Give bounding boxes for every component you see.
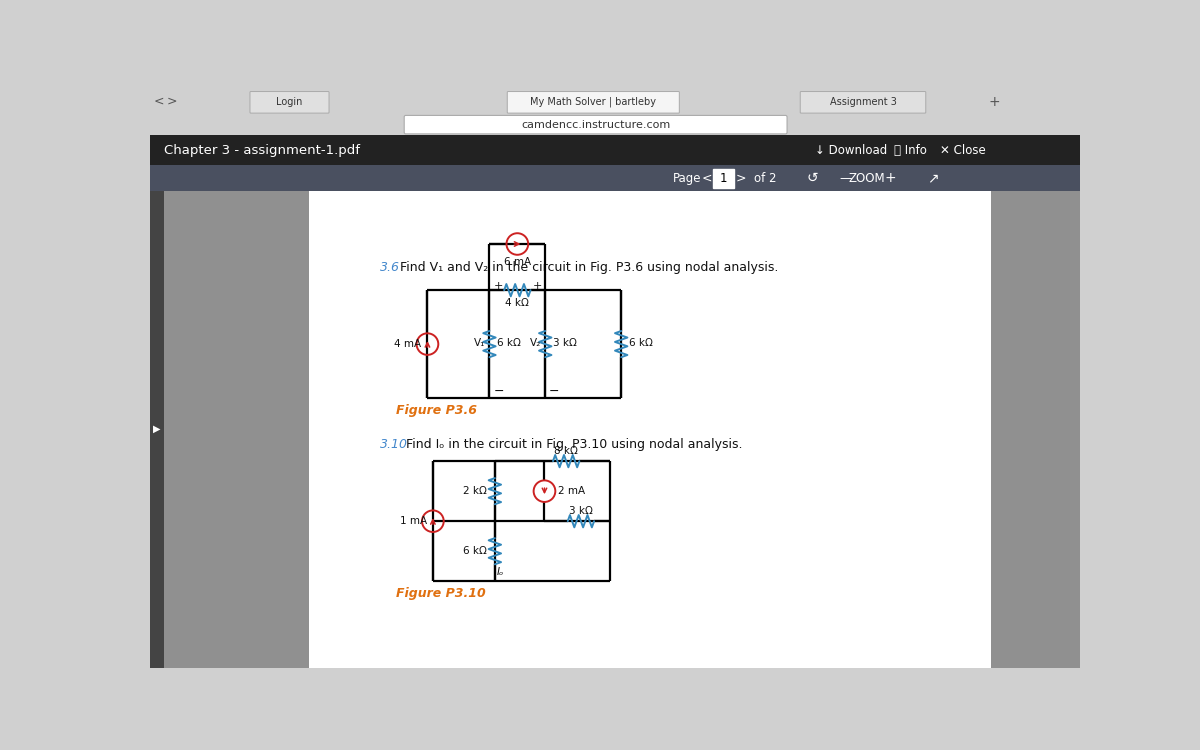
- FancyBboxPatch shape: [508, 92, 679, 113]
- Bar: [150, 190, 1080, 668]
- Bar: [150, 90, 1080, 113]
- Text: 1 mA: 1 mA: [400, 516, 427, 526]
- Text: ▶: ▶: [154, 424, 161, 434]
- Text: Chapter 3 - assignment-1.pdf: Chapter 3 - assignment-1.pdf: [164, 143, 360, 157]
- FancyBboxPatch shape: [250, 92, 329, 113]
- Text: >: >: [736, 172, 746, 184]
- Text: 6 mA: 6 mA: [504, 257, 530, 267]
- Text: Figure P3.6: Figure P3.6: [396, 404, 478, 417]
- Text: +: +: [494, 281, 504, 291]
- Text: ↺: ↺: [806, 171, 818, 185]
- Bar: [308, 190, 991, 668]
- Bar: [150, 190, 164, 668]
- Text: 3 kΩ: 3 kΩ: [569, 506, 593, 516]
- Text: 3 kΩ: 3 kΩ: [553, 338, 577, 347]
- Text: 3.10: 3.10: [380, 438, 408, 451]
- Text: ZOOM: ZOOM: [848, 172, 886, 184]
- Text: +: +: [533, 281, 542, 291]
- FancyBboxPatch shape: [800, 92, 925, 113]
- Text: −: −: [550, 386, 559, 398]
- Text: <: <: [154, 95, 164, 108]
- Text: ↓ Download: ↓ Download: [815, 143, 887, 157]
- Text: V₂: V₂: [530, 338, 541, 347]
- Text: ⓘ Info: ⓘ Info: [894, 143, 926, 157]
- Bar: [714, 170, 733, 188]
- Text: Iₒ: Iₒ: [497, 567, 504, 577]
- Text: +: +: [989, 94, 1001, 109]
- Text: Find Iₒ in the circuit in Fig. P3.10 using nodal analysis.: Find Iₒ in the circuit in Fig. P3.10 usi…: [402, 438, 743, 451]
- Text: Figure P3.10: Figure P3.10: [396, 587, 486, 601]
- Bar: [150, 166, 1080, 190]
- Bar: [150, 135, 1080, 166]
- Text: —: —: [840, 172, 852, 184]
- Text: of 2: of 2: [755, 172, 778, 184]
- Text: 3.6: 3.6: [380, 261, 400, 274]
- Text: 6 kΩ: 6 kΩ: [629, 338, 653, 347]
- Text: 6 kΩ: 6 kΩ: [497, 338, 521, 347]
- Text: 1: 1: [720, 172, 727, 184]
- Bar: [150, 113, 1080, 135]
- Text: 4 kΩ: 4 kΩ: [505, 298, 529, 308]
- Text: −: −: [493, 386, 504, 398]
- Text: ✕ Close: ✕ Close: [941, 143, 986, 157]
- Text: <: <: [701, 172, 712, 184]
- FancyBboxPatch shape: [404, 116, 787, 134]
- Text: My Math Solver | bartleby: My Math Solver | bartleby: [530, 96, 656, 106]
- Text: Assignment 3: Assignment 3: [829, 97, 896, 106]
- Text: 2 mA: 2 mA: [558, 486, 586, 496]
- Text: 4 mA: 4 mA: [394, 339, 421, 349]
- Text: 2 kΩ: 2 kΩ: [463, 486, 487, 496]
- Text: camdencc.instructure.com: camdencc.instructure.com: [521, 120, 671, 130]
- Text: Login: Login: [276, 97, 302, 106]
- Text: Find V₁ and V₂ in the circuit in Fig. P3.6 using nodal analysis.: Find V₁ and V₂ in the circuit in Fig. P3…: [396, 261, 779, 274]
- Text: ↗: ↗: [926, 171, 938, 185]
- Text: V₁: V₁: [474, 338, 486, 347]
- Text: 6 kΩ: 6 kΩ: [463, 546, 487, 556]
- Text: +: +: [884, 171, 896, 185]
- Text: 8 kΩ: 8 kΩ: [554, 446, 578, 456]
- Text: >: >: [167, 95, 176, 108]
- Text: Page: Page: [673, 172, 701, 184]
